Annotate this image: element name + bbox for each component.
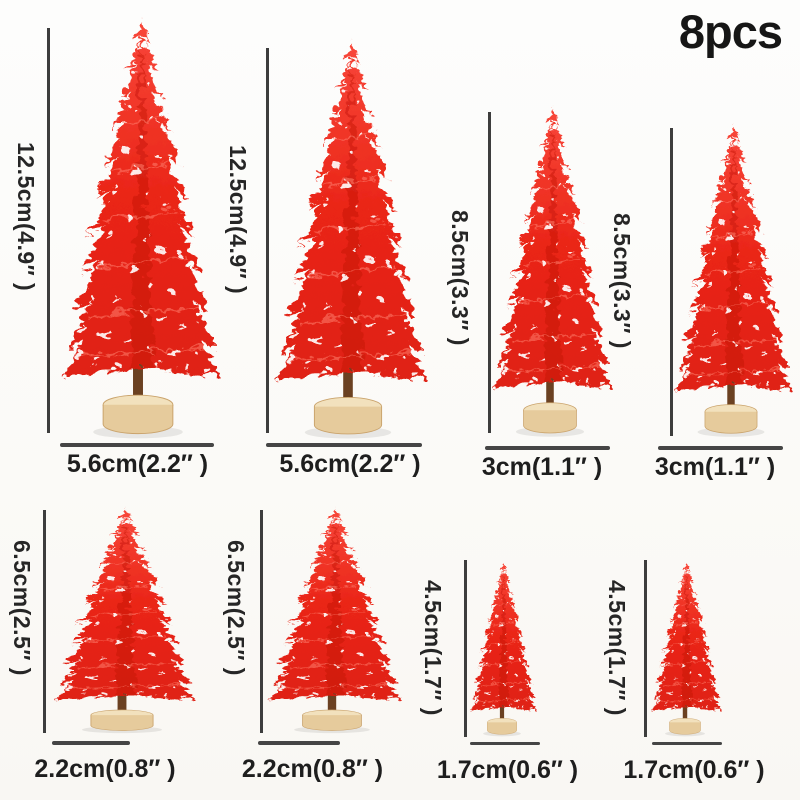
piece-count-label: 8pcs: [678, 5, 783, 58]
width-measure-line: [52, 741, 130, 745]
height-measure-line: [260, 510, 263, 733]
height-label: 12.5cm(4.9″ ): [225, 145, 251, 295]
width-measure-line: [266, 443, 422, 447]
width-measure-line: [470, 742, 540, 745]
height-label: 6.5cm(2.5″ ): [223, 540, 249, 676]
height-measure-line: [266, 48, 269, 433]
width-measure-line: [258, 741, 340, 745]
width-label: 1.7cm(0.6″ ): [436, 756, 579, 784]
height-measure-line: [47, 28, 50, 433]
width-label: 2.2cm(0.8″ ): [241, 755, 384, 783]
width-label: 1.7cm(0.6″ ): [623, 756, 765, 784]
height-measure-line: [670, 128, 673, 436]
height-label: 6.5cm(2.5″ ): [9, 540, 35, 676]
width-label: 2.2cm(0.8″ ): [34, 755, 176, 783]
height-measure-line: [644, 560, 647, 737]
height-measure-line: [464, 560, 467, 737]
height-label: 8.5cm(3.3″ ): [609, 213, 635, 349]
height-measure-line: [43, 510, 46, 733]
width-label: 3cm(1.1″ ): [654, 453, 776, 481]
width-label: 5.6cm(2.2″ ): [66, 450, 209, 478]
width-measure-line: [652, 742, 722, 745]
width-label: 5.6cm(2.2″ ): [279, 450, 421, 478]
width-measure-line: [485, 446, 610, 450]
tree-illustration: [648, 557, 722, 737]
height-label: 4.5cm(1.7″ ): [420, 580, 446, 716]
width-measure-line: [658, 446, 783, 450]
height-measure-line: [488, 112, 491, 433]
width-measure-line: [60, 443, 214, 447]
height-label: 12.5cm(4.9″ ): [13, 142, 39, 292]
height-label: 8.5cm(3.3″ ): [447, 210, 473, 346]
width-label: 3cm(1.1″ ): [481, 453, 603, 481]
height-label: 4.5cm(1.7″ ): [604, 580, 630, 716]
